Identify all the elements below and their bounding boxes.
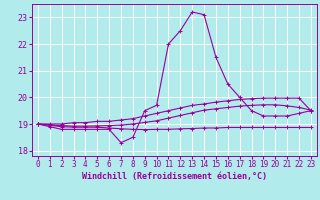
X-axis label: Windchill (Refroidissement éolien,°C): Windchill (Refroidissement éolien,°C): [82, 172, 267, 181]
